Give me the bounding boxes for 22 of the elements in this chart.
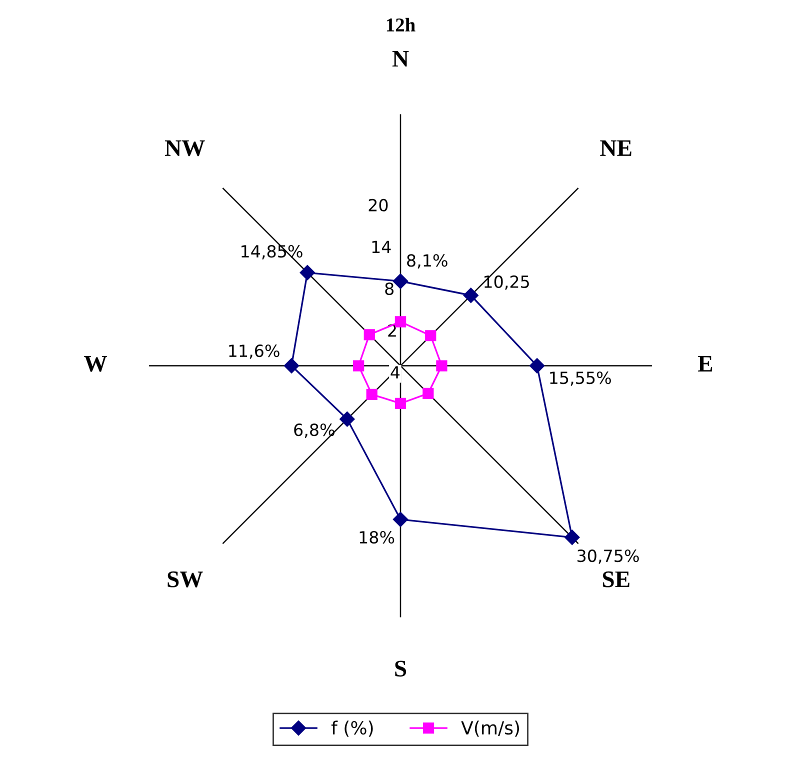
- spoke-label: E: [698, 356, 712, 372]
- spoke-label: SE: [602, 571, 630, 588]
- spoke-label: SW: [168, 571, 203, 588]
- data-label: 18%: [360, 530, 394, 544]
- data-label: 30,75%: [578, 549, 639, 564]
- data-label: 15,55%: [550, 371, 611, 386]
- legend-label: f (%): [331, 720, 373, 737]
- y-tick-label: 20: [368, 198, 388, 212]
- data-label: 11,6%: [229, 344, 280, 359]
- spoke-label: N: [392, 51, 409, 67]
- y-tick-label: 4: [390, 366, 400, 378]
- spoke-label: NE: [600, 140, 632, 156]
- spoke-label: S: [395, 660, 406, 677]
- spoke-label: NW: [165, 140, 205, 156]
- y-tick-label: 14: [372, 240, 391, 253]
- data-label: 6,8%: [294, 424, 334, 438]
- data-label: 10,25: [484, 275, 529, 290]
- y-tick-label: 8: [385, 282, 394, 296]
- chart-title: 12h: [386, 18, 416, 32]
- spoke-label: W: [84, 356, 108, 372]
- legend-label: V(m/s): [461, 720, 519, 737]
- data-label: 8,1%: [407, 254, 448, 268]
